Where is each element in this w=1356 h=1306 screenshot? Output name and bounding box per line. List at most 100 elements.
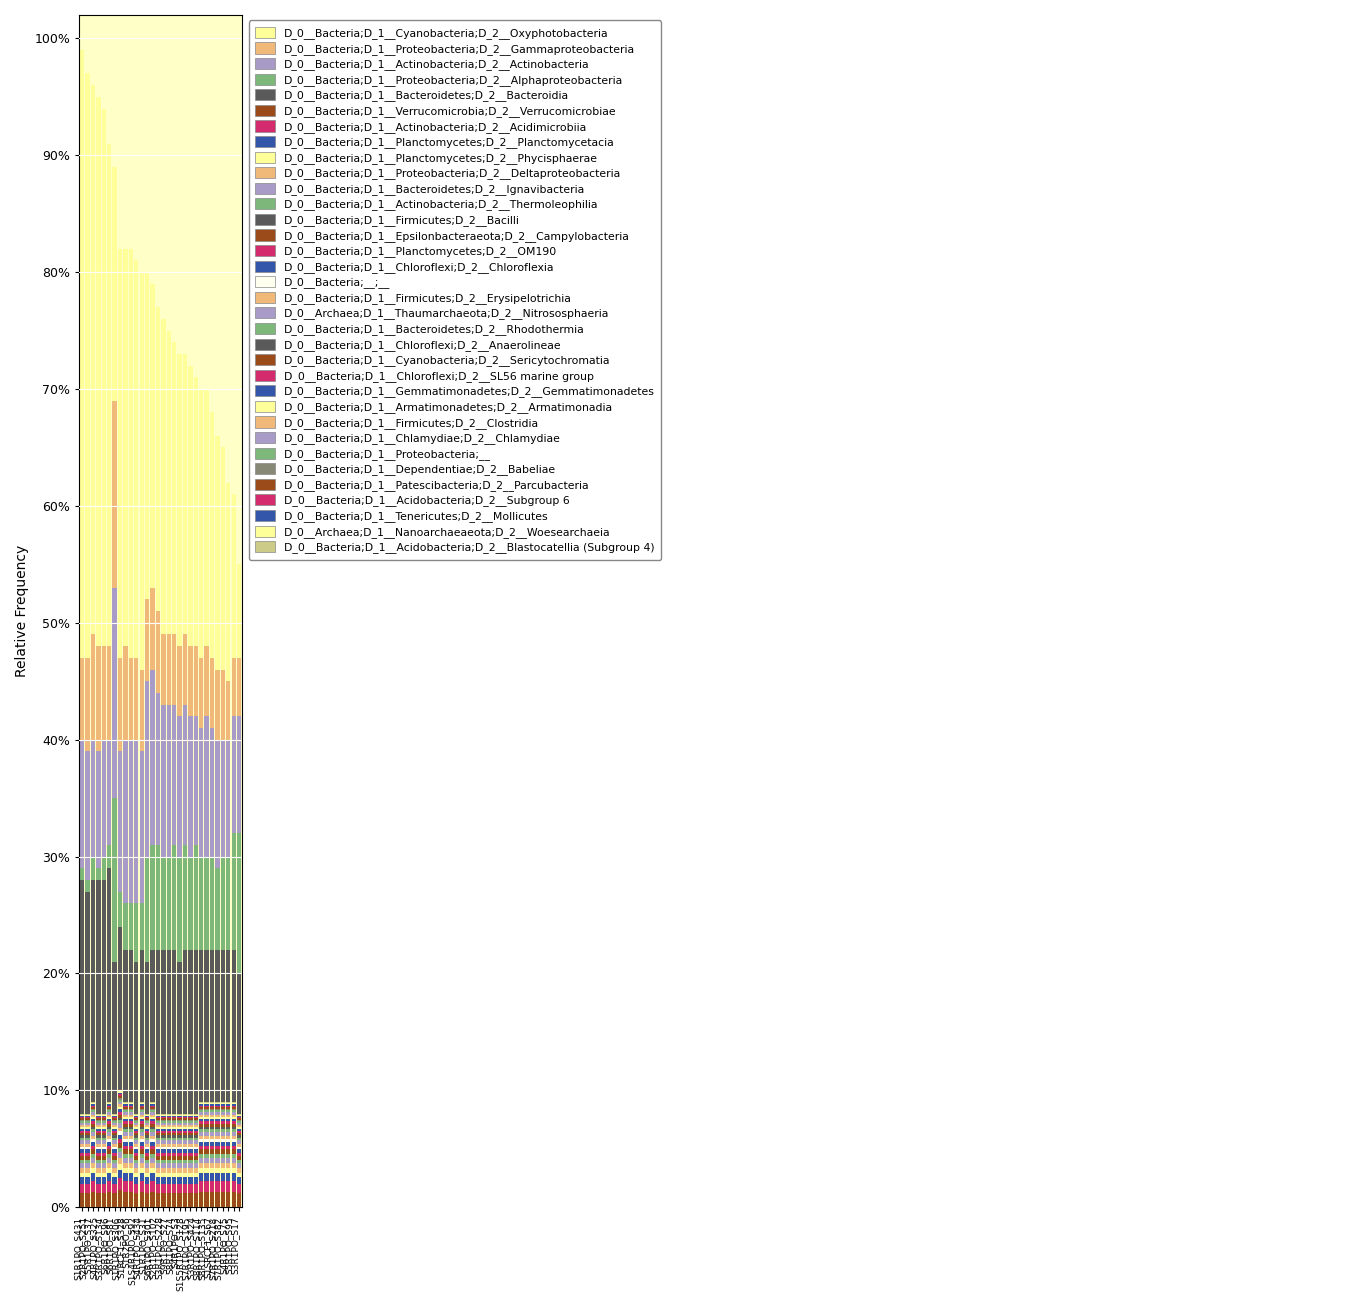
Bar [183,354,187,635]
Bar [91,857,95,880]
Bar [194,377,198,646]
Bar [199,727,203,857]
Bar [134,260,138,658]
Bar [107,739,111,845]
Bar [167,1128,171,1131]
Bar [151,588,155,670]
Bar [161,1131,165,1134]
Bar [178,1119,182,1121]
Bar [183,1140,187,1144]
Bar [167,1134,171,1135]
Bar [199,1153,203,1157]
Bar [178,1117,182,1118]
Bar [102,857,106,880]
Bar [172,1140,176,1144]
Bar [188,949,193,1024]
Bar [172,1119,176,1121]
Bar [199,1124,203,1127]
Bar [85,1147,89,1149]
Bar [123,1162,127,1168]
Bar [107,1153,111,1157]
Bar [113,1177,117,1185]
Bar [80,1127,84,1128]
Bar [194,1140,198,1144]
Bar [161,1144,165,1147]
Bar [232,1162,236,1168]
Bar [91,739,95,857]
Bar [80,1135,84,1138]
Bar [156,1140,160,1144]
Bar [91,1122,95,1124]
Bar [91,1109,95,1110]
Bar [102,1128,106,1131]
Bar [183,1128,187,1131]
Bar [85,1117,89,1118]
Bar [226,1181,231,1191]
Bar [232,1181,236,1191]
Bar [232,1124,236,1127]
Bar [80,1173,84,1177]
Bar [102,646,106,739]
Bar [205,1168,209,1173]
Bar [151,1149,155,1153]
Bar [156,1149,160,1153]
Bar [226,1145,231,1149]
Bar [178,1135,182,1138]
Bar [156,611,160,693]
Bar [232,1106,236,1107]
Bar [205,1162,209,1168]
Bar [210,1122,214,1124]
Bar [188,1144,193,1147]
Bar [134,1135,138,1138]
Bar [226,1124,231,1127]
Bar [140,1104,144,1106]
Bar [161,1173,165,1177]
Bar [91,635,95,739]
Bar [134,1128,138,1131]
Bar [178,1164,182,1168]
Bar [113,1144,117,1147]
Bar [129,904,133,949]
Bar [183,1115,187,1117]
Bar [199,1157,203,1162]
Bar [194,1177,198,1185]
Bar [91,1149,95,1153]
Bar [134,1140,138,1144]
Bar [91,1132,95,1136]
Bar [167,1177,171,1185]
Bar [151,283,155,588]
Bar [140,1153,144,1157]
Bar [232,1143,236,1145]
Bar [188,1160,193,1164]
Bar [210,1132,214,1136]
Bar [102,1153,106,1156]
Bar [96,1168,100,1173]
Bar [85,1119,89,1121]
Bar [199,1162,203,1168]
Bar [85,1153,89,1156]
Bar [216,949,220,1019]
Bar [80,50,84,658]
Bar [85,73,89,658]
Bar [183,1024,187,1114]
Bar [140,1157,144,1162]
Bar [145,1128,149,1131]
Bar [151,1019,155,1102]
Bar [161,1153,165,1156]
Bar [194,1118,198,1119]
Bar [123,1143,127,1145]
Bar [226,1130,231,1132]
Bar [123,1145,127,1149]
Bar [118,658,122,751]
Bar [151,1191,155,1207]
Bar [167,1147,171,1149]
Bar [102,1117,106,1118]
Bar [145,1173,149,1177]
Bar [102,1124,106,1127]
Bar [205,949,209,1019]
Bar [232,494,236,658]
Bar [96,1160,100,1164]
Bar [113,961,117,1030]
Bar [216,1104,220,1106]
Bar [118,1128,122,1131]
